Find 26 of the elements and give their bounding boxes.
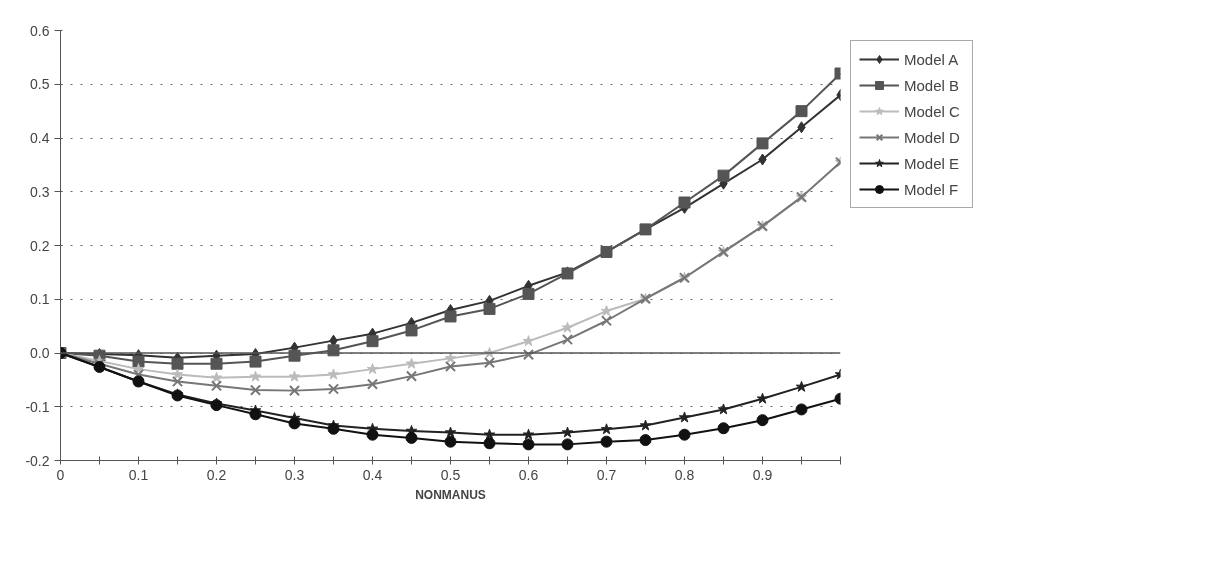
y-tick-label: -0.1 (25, 398, 50, 415)
x-tick-label: 0.3 (284, 466, 305, 483)
legend-label: Model D (904, 128, 961, 146)
x-tick-label: 0 (56, 466, 65, 483)
x-tick-label: 0.7 (596, 466, 617, 483)
y-tick-label: 0.4 (30, 130, 50, 146)
x-tick-label: 0.1 (128, 466, 149, 483)
x-tick-label: 0.6 (518, 466, 539, 483)
x-tick-label: 0.5 (440, 466, 461, 483)
y-tick-label: 0.0 (30, 345, 50, 361)
x-axis-title: NONMANUS (415, 487, 486, 502)
legend-label: Model E (904, 154, 961, 172)
y-tick-label: 0.5 (30, 76, 50, 93)
legend-label: Model C (904, 102, 961, 120)
legend-label: Model B (904, 76, 961, 94)
y-tick-label: 0.3 (30, 183, 50, 200)
y-tick-label: -0.2 (25, 452, 50, 469)
x-tick-label: 0.4 (362, 466, 383, 483)
y-tick-label: 0.6 (30, 22, 50, 39)
y-tick-label: 0.2 (30, 237, 50, 254)
x-tick-label: 0.2 (206, 466, 227, 483)
legend-label: Model A (904, 50, 960, 68)
x-tick-label: 0.8 (674, 466, 695, 483)
y-tick-label: 0.1 (30, 291, 50, 308)
x-tick-label: 0.9 (752, 466, 773, 483)
legend-label: Model F (904, 180, 960, 198)
